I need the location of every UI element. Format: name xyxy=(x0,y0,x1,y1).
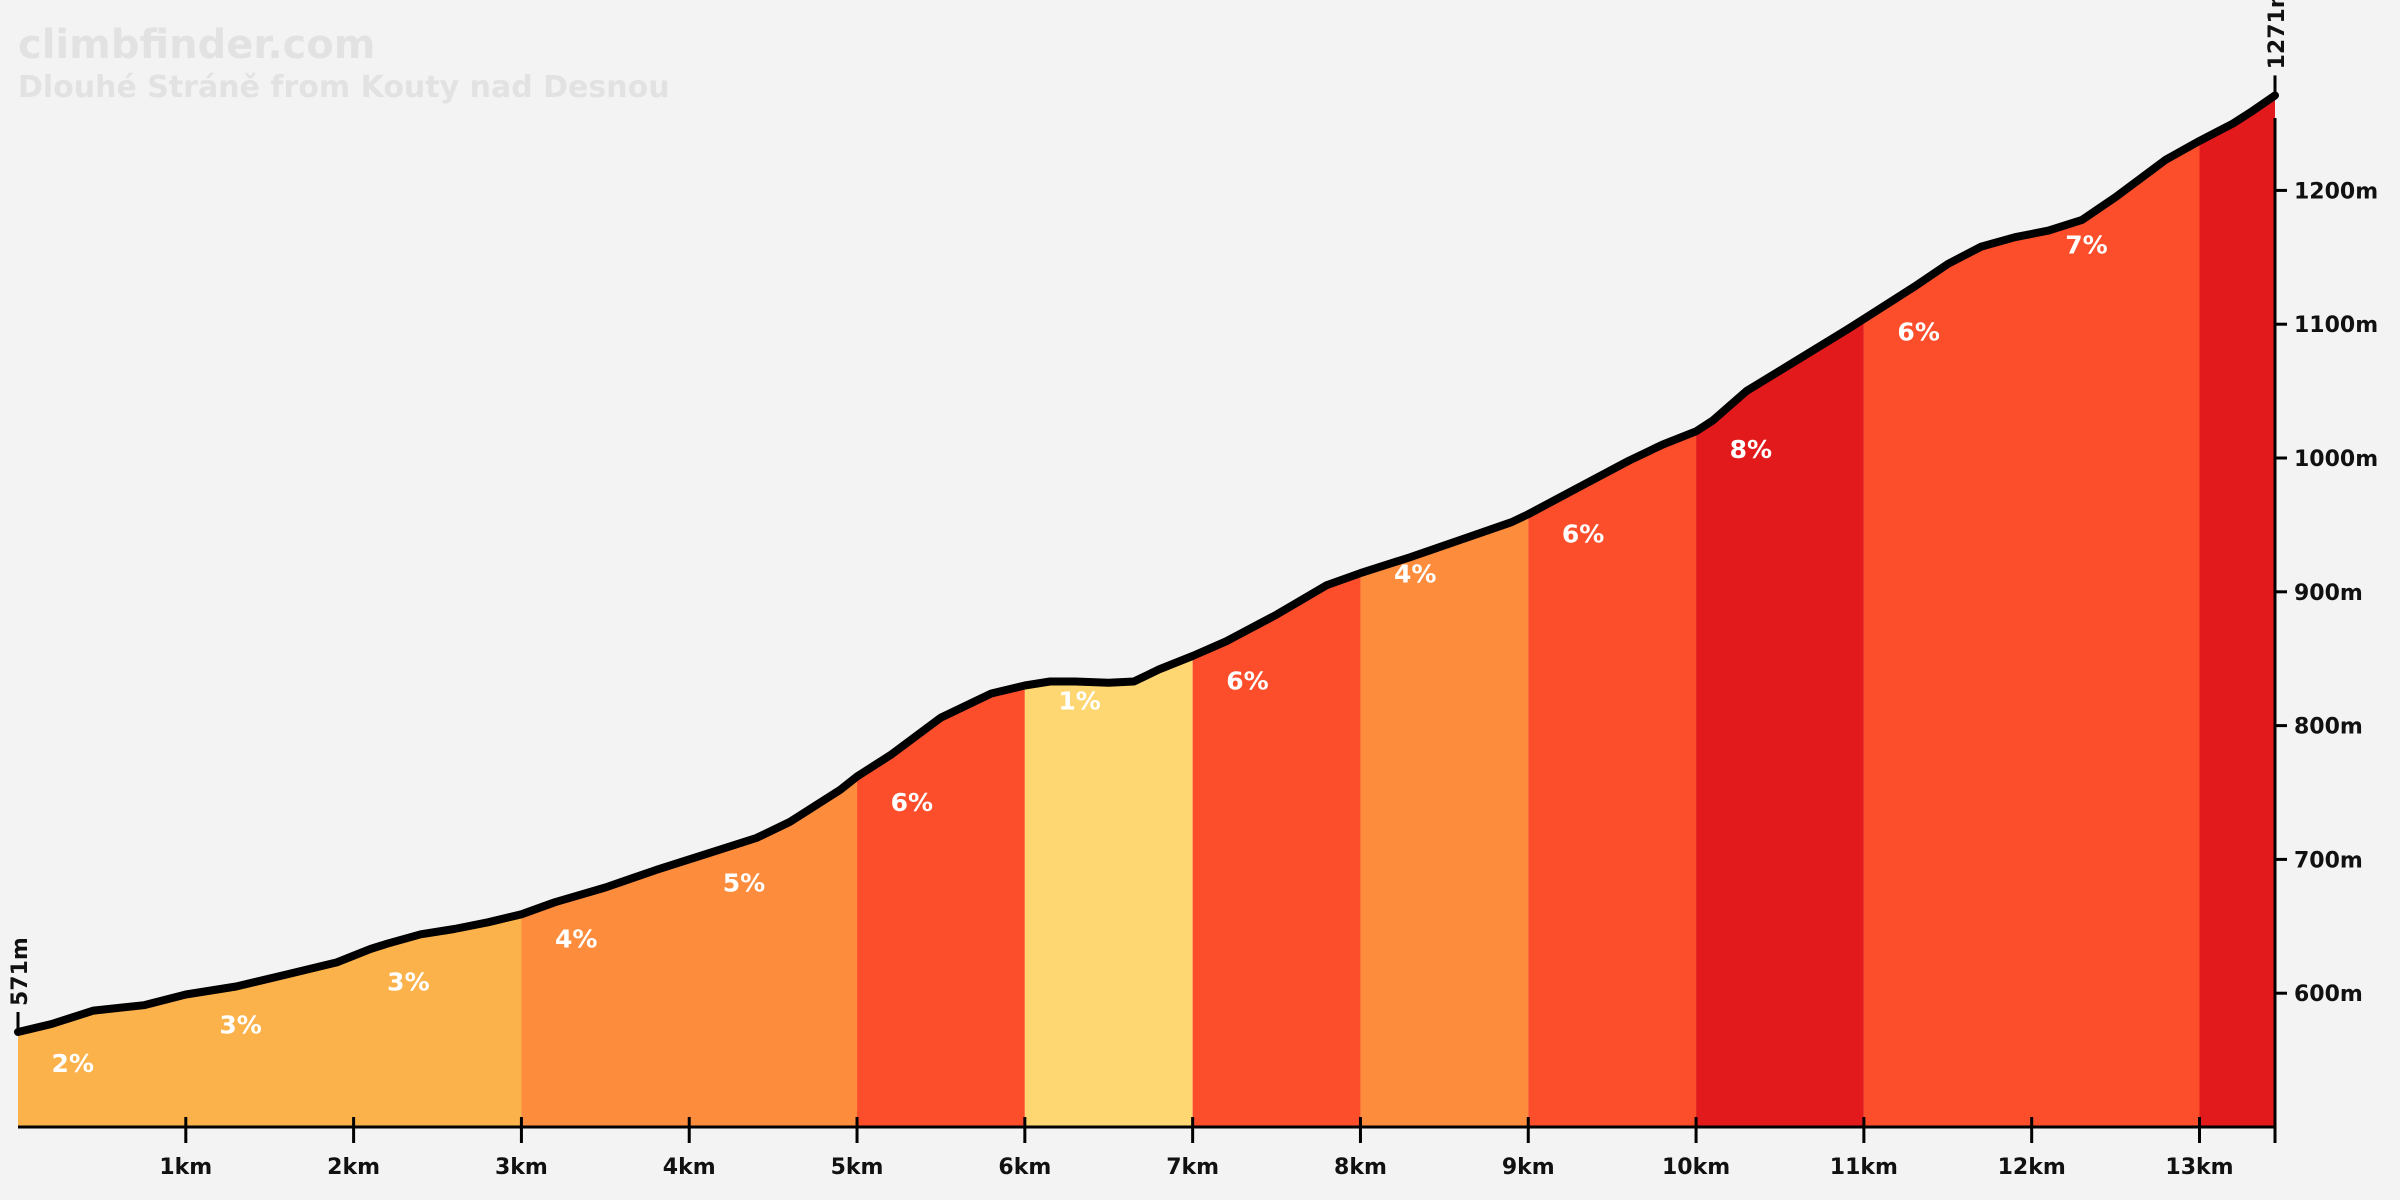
grade-label: 2% xyxy=(52,1049,94,1078)
x-tick-label: 2km xyxy=(327,1155,380,1180)
x-tick-label: 6km xyxy=(998,1155,1051,1180)
grade-label: 3% xyxy=(387,968,429,997)
x-tick-label: 7km xyxy=(1166,1155,1219,1180)
grade-label: 5% xyxy=(723,869,765,898)
grade-label: 1% xyxy=(1058,687,1100,716)
grade-segment-10 xyxy=(1696,318,1864,1127)
x-axis: 1km 2km 3km 4km 5km 6km 7km 8km 9km 10km 11km 12km 1… xyxy=(18,1117,2277,1180)
grade-segment-11 xyxy=(1863,140,2200,1127)
y-axis: 600m 700m 800m 900m 1000m 1100m 1200m xyxy=(2273,118,2378,1127)
grade-label: 3% xyxy=(219,1010,261,1039)
end-elevation-label: 1271m xyxy=(2265,0,2290,69)
grade-label: 6% xyxy=(1226,666,1268,695)
x-tick-label: 9km xyxy=(1502,1155,1555,1180)
grade-segment-0 xyxy=(18,914,522,1127)
grade-label: 6% xyxy=(891,788,933,817)
grade-segment-8 xyxy=(1360,514,1529,1127)
grade-segment-5 xyxy=(857,685,1025,1127)
elevation-markers: 571m 1271m xyxy=(8,0,2290,1033)
y-tick-label: 1100m xyxy=(2294,313,2378,338)
chart-subtitle: Dlouhé Stráně from Kouty nad Desnou xyxy=(18,70,670,105)
x-tick-label: 8km xyxy=(1334,1155,1387,1180)
chart-title: climbfinder.com xyxy=(18,22,375,68)
x-tick-label: 11km xyxy=(1830,1155,1898,1180)
grade-segment-fills xyxy=(18,95,2275,1128)
grade-labels: 2% 3% 3% 4% 5% 6% 1% 6% 4% 6% 8% 6% 7% xyxy=(52,230,2108,1078)
x-tick-label: 10km xyxy=(1662,1155,1730,1180)
grade-label: 6% xyxy=(1897,317,1939,346)
x-tick-label: 5km xyxy=(831,1155,884,1180)
grade-segment-7 xyxy=(1192,573,1361,1127)
grade-label: 6% xyxy=(1562,519,1604,548)
grade-segment-3 xyxy=(521,776,858,1127)
y-tick-label: 1200m xyxy=(2294,179,2378,204)
grade-label: 8% xyxy=(1730,435,1772,464)
grade-label: 7% xyxy=(2065,230,2107,259)
y-tick-label: 600m xyxy=(2294,982,2363,1007)
start-elevation-label: 571m xyxy=(8,937,33,1006)
grade-segment-13 xyxy=(2199,95,2275,1128)
x-tick-label: 12km xyxy=(1998,1155,2066,1180)
grade-label: 4% xyxy=(555,925,597,954)
x-tick-label: 3km xyxy=(495,1155,548,1180)
x-tick-label: 13km xyxy=(2165,1155,2233,1180)
y-tick-label: 800m xyxy=(2294,715,2363,740)
grade-label: 4% xyxy=(1394,559,1436,588)
grade-segment-6 xyxy=(1024,656,1193,1127)
y-tick-label: 1000m xyxy=(2294,447,2378,472)
x-tick-label: 4km xyxy=(663,1155,716,1180)
x-tick-label: 1km xyxy=(159,1155,212,1180)
elevation-profile-line xyxy=(14,91,2279,1036)
y-tick-label: 900m xyxy=(2294,581,2363,606)
y-tick-label: 700m xyxy=(2294,848,2363,873)
grade-segment-9 xyxy=(1528,431,1697,1127)
